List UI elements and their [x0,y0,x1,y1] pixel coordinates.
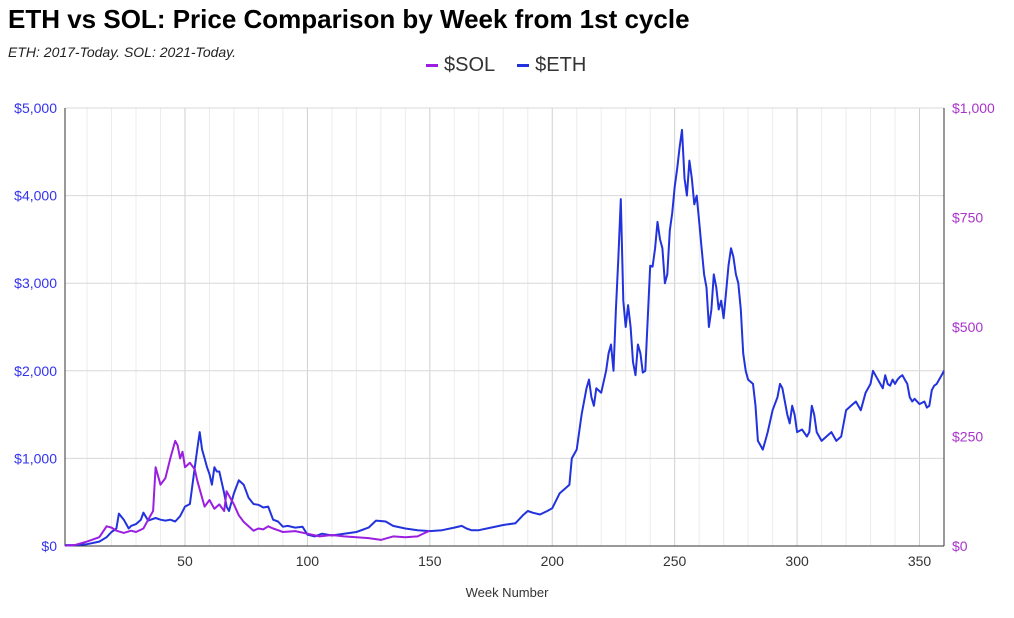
x-tick-label: 150 [418,553,442,569]
y-left-tick-label: $1,000 [14,450,57,466]
legend-swatch-sol [426,64,438,67]
y-right-tick-label: $750 [952,210,983,226]
y-left-tick-label: $5,000 [14,100,57,116]
legend: $SOL $ETH [426,54,586,77]
x-tick-label: 250 [663,553,687,569]
legend-swatch-eth [517,64,530,67]
y-left-tick-label: $0 [41,538,57,554]
legend-label-sol: $SOL [444,54,496,76]
y-left-tick-label: $2,000 [14,363,57,379]
legend-item-sol[interactable]: $SOL [426,54,495,77]
x-tick-label: 300 [785,553,809,569]
x-tick-label: 50 [177,553,193,569]
y-left-tick-label: $3,000 [14,275,57,291]
legend-label-eth: $ETH [535,54,587,76]
x-tick-label: 100 [296,553,320,569]
chart-subtitle: ETH: 2017-Today. SOL: 2021-Today. [8,44,237,60]
chart-title: ETH vs SOL: Price Comparison by Week fro… [8,4,690,34]
series-line-sol [64,439,431,547]
x-tick-label: 350 [908,553,932,569]
legend-item-eth[interactable]: $ETH [517,54,586,77]
y-right-tick-label: $500 [952,319,983,335]
y-right-tick-label: $0 [952,538,968,554]
y-right-tick-label: $250 [952,429,983,445]
x-tick-label: 200 [541,553,565,569]
y-right-tick-label: $1,000 [952,100,995,116]
x-axis-label: Week Number [465,585,549,600]
series-line-eth [65,128,945,547]
y-left-tick-label: $4,000 [14,188,57,204]
